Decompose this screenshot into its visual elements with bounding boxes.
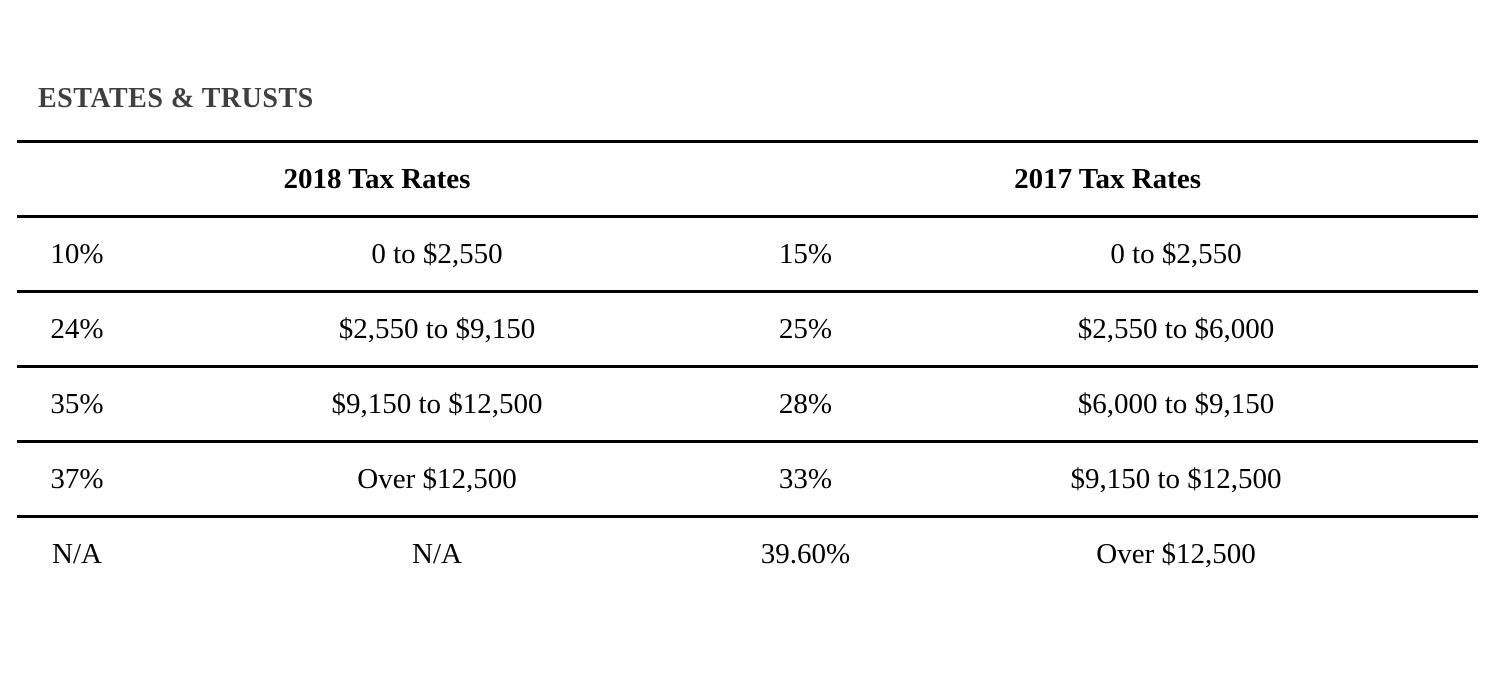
table-body: 10% 0 to $2,550 15% 0 to $2,550 24% $2,5… [17,216,1479,592]
range-2017-cell: 0 to $2,550 [874,216,1479,293]
rate-2017-cell: 28% [737,366,875,443]
page-title: ESTATES & TRUSTS [38,83,314,114]
range-2017-cell: $2,550 to $6,000 [874,291,1479,368]
rate-2017-cell: 33% [737,441,875,518]
rate-2017-cell: 15% [737,216,875,293]
header-2018-tax-rates: 2018 Tax Rates [17,141,738,218]
range-2017-cell: $9,150 to $12,500 [874,441,1479,518]
range-2018-cell: $9,150 to $12,500 [137,366,738,443]
range-2017-cell: Over $12,500 [1096,538,1256,571]
rate-2018-cell: 37% [17,441,137,518]
tax-rates-table: 2018 Tax Rates 2017 Tax Rates 10% 0 to $… [17,140,1479,592]
range-2017-cell: $6,000 to $9,150 [874,366,1479,443]
table-row: 35% $9,150 to $12,500 28% $6,000 to $9,1… [17,366,1479,443]
rate-2017-cell: 25% [737,291,875,368]
table-row: 37% Over $12,500 33% $9,150 to $12,500 [17,441,1479,518]
range-2018-cell: 0 to $2,550 [137,216,738,293]
header-2017-tax-rates: 2017 Tax Rates [737,141,1479,218]
rate-2018-cell: N/A [52,538,102,571]
rate-2017-cell: 39.60% [760,538,851,571]
header-row: 2018 Tax Rates 2017 Tax Rates [17,141,1479,218]
range-2018-cell: N/A [412,538,462,571]
table-row: 24% $2,550 to $9,150 25% $2,550 to $6,00… [17,291,1479,368]
range-2018-cell: $2,550 to $9,150 [137,291,738,368]
rate-2018-cell: 24% [17,291,137,368]
range-2018-cell: Over $12,500 [137,441,738,518]
rate-2018-cell: 10% [17,216,137,293]
table-row: N/A N/A 39.60% Over $12,500 [17,517,1478,592]
table-header: 2018 Tax Rates 2017 Tax Rates [17,141,1479,218]
rate-2018-cell: 35% [17,366,137,443]
table-row: 10% 0 to $2,550 15% 0 to $2,550 [17,216,1479,293]
